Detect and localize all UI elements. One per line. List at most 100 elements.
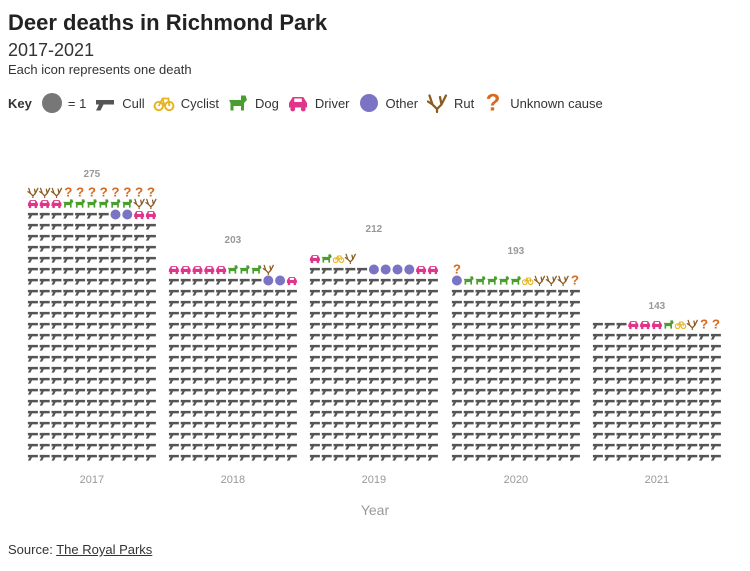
unit-cull-2019 — [380, 410, 391, 417]
unit-cull-2017 — [39, 234, 50, 241]
unit-cull-2020 — [534, 388, 545, 395]
unit-cull-2021 — [640, 333, 651, 340]
unit-cull-2020 — [546, 311, 557, 318]
unit-cull-2020 — [546, 300, 557, 307]
unit-rut-2020 — [545, 275, 557, 287]
legend-items: Cull Cyclist Dog Driver Other Rut? Unknown cau… — [92, 92, 608, 114]
unit-cull-2017 — [86, 399, 97, 406]
unit-cull-2017 — [27, 344, 38, 351]
unit-cull-2020 — [475, 366, 486, 373]
legend-label: Other — [385, 95, 419, 111]
unit-cull-2021 — [663, 421, 674, 428]
unit-cull-2019 — [357, 388, 368, 395]
unit-cull-2020 — [558, 377, 569, 384]
svg-text:?: ? — [111, 185, 119, 200]
unit-cull-2021 — [699, 344, 710, 351]
unit-cull-2018 — [275, 289, 286, 296]
unit-cull-2019 — [404, 278, 415, 285]
source-link[interactable]: The Royal Parks — [56, 542, 153, 557]
unit-cull-2021 — [687, 355, 698, 362]
unit-cull-2017 — [86, 377, 97, 384]
unit-cull-2018 — [180, 399, 191, 406]
unit-cull-2017 — [27, 377, 38, 384]
unit-cull-2017 — [27, 311, 38, 318]
unit-cull-2017 — [27, 432, 38, 439]
unit-cull-2017 — [86, 322, 97, 329]
unit-cull-2018 — [180, 355, 191, 362]
unit-cull-2019 — [321, 333, 332, 340]
unit-cull-2021 — [616, 443, 627, 450]
svg-text:?: ? — [88, 185, 96, 200]
unit-cull-2019 — [357, 289, 368, 296]
unit-cull-2018 — [251, 300, 262, 307]
unit-cull-2019 — [380, 399, 391, 406]
unit-cull-2017 — [145, 289, 156, 296]
unit-cull-2018 — [286, 454, 297, 461]
unit-cull-2017 — [134, 410, 145, 417]
unit-cull-2020 — [522, 377, 533, 384]
unit-cull-2021 — [592, 322, 603, 329]
unit-cull-2017 — [51, 333, 62, 340]
unit-cull-2018 — [204, 322, 215, 329]
svg-text:?: ? — [123, 185, 131, 200]
unit-cull-2018 — [239, 454, 250, 461]
unit-cull-2019 — [404, 432, 415, 439]
unit-cull-2018 — [180, 432, 191, 439]
unit-cull-2018 — [192, 344, 203, 351]
unit-cull-2019 — [309, 443, 320, 450]
unit-cull-2020 — [569, 344, 580, 351]
unit-cull-2017 — [27, 421, 38, 428]
unit-cull-2017 — [39, 355, 50, 362]
unit-cull-2018 — [168, 454, 179, 461]
unit-cull-2017 — [134, 421, 145, 428]
unit-cull-2019 — [309, 421, 320, 428]
unit-cull-2017 — [27, 355, 38, 362]
unit-cull-2018 — [180, 410, 191, 417]
unit-dog-2017 — [109, 199, 121, 208]
unit-cull-2017 — [122, 355, 133, 362]
unit-cull-2018 — [168, 344, 179, 351]
unit-driver-2021 — [651, 321, 662, 330]
unit-cull-2019 — [416, 366, 427, 373]
unit-cull-2019 — [416, 432, 427, 439]
unit-cull-2017 — [86, 234, 97, 241]
unit-cull-2021 — [710, 399, 721, 406]
unit-cull-2019 — [345, 454, 356, 461]
unit-cull-2020 — [558, 311, 569, 318]
unit-cull-2019 — [357, 311, 368, 318]
unit-cull-2017 — [122, 377, 133, 384]
unit-cull-2017 — [122, 256, 133, 263]
unit-cull-2020 — [522, 399, 533, 406]
unit-cull-2021 — [592, 421, 603, 428]
x-axis-title: Year — [361, 502, 390, 518]
unit-cull-2020 — [558, 443, 569, 450]
unit-cull-2018 — [204, 278, 215, 285]
unit-cull-2020 — [487, 322, 498, 329]
unit-cull-2018 — [239, 355, 250, 362]
unit-cull-2018 — [275, 399, 286, 406]
unit-cull-2020 — [558, 410, 569, 417]
unit-cull-2019 — [345, 333, 356, 340]
unit-cull-2018 — [275, 410, 286, 417]
unit-cull-2017 — [110, 410, 121, 417]
unit-cull-2018 — [286, 322, 297, 329]
unit-cull-2018 — [286, 377, 297, 384]
unit-cull-2020 — [475, 289, 486, 296]
unit-cull-2017 — [27, 234, 38, 241]
unit-cull-2021 — [640, 432, 651, 439]
unit-cull-2018 — [263, 421, 274, 428]
unit-cull-2018 — [239, 410, 250, 417]
unit-cull-2020 — [451, 388, 462, 395]
unit-cull-2018 — [239, 432, 250, 439]
unit-cull-2021 — [592, 432, 603, 439]
unit-cull-2019 — [404, 289, 415, 296]
unit-cull-2019 — [392, 355, 403, 362]
unit-cull-2018 — [251, 311, 262, 318]
unit-cull-2018 — [263, 454, 274, 461]
unit-cull-2018 — [216, 289, 227, 296]
unit-cull-2019 — [427, 355, 438, 362]
unit-cull-2021 — [592, 355, 603, 362]
legend-label: Rut — [454, 95, 475, 111]
unit-cull-2021 — [616, 322, 627, 329]
unit-cull-2021 — [663, 399, 674, 406]
